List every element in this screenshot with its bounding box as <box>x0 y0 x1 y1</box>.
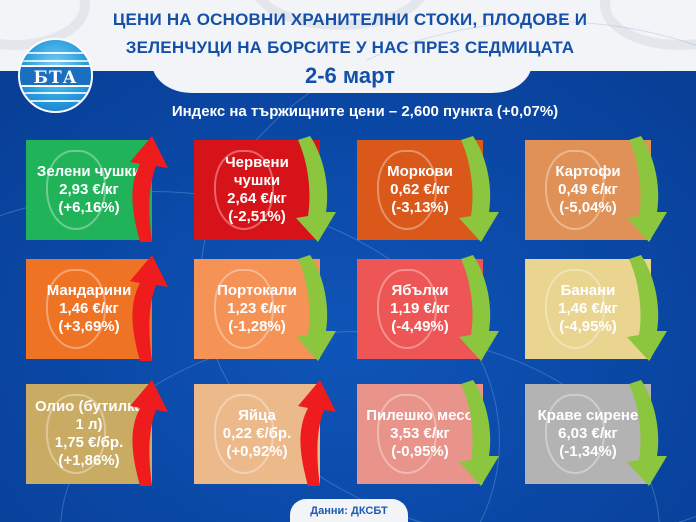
card-text: Червени чушки 2,64 €/кг (-2,51%) <box>194 140 320 240</box>
product-name: Пилешко месо <box>366 407 474 424</box>
price-card: Картофи 0,49 €/кг (-5,04%) <box>525 136 667 242</box>
price-change: (-4,49%) <box>391 318 449 335</box>
potato-icon <box>545 150 605 230</box>
product-name: Олио (бутилка 1 л) <box>34 398 144 433</box>
card-text: Портокали 1,23 €/кг (-1,28%) <box>194 259 320 359</box>
page-title-line1: ЦЕНИ НА ОСНОВНИ ХРАНИТЕЛНИ СТОКИ, ПЛОДОВ… <box>112 10 588 29</box>
price-change: (-2,51%) <box>228 208 286 225</box>
price-card: Моркови 0,62 €/кг (-3,13%) <box>357 136 499 242</box>
price-change: (+1,86%) <box>58 452 120 469</box>
price-change: (+6,16%) <box>58 199 120 216</box>
banana-icon <box>545 269 605 349</box>
product-price: 1,75 €/бр. <box>54 434 124 451</box>
product-name: Зелени чушки <box>36 163 142 180</box>
arrow-down-icon <box>621 376 671 488</box>
apple-icon <box>377 269 437 349</box>
product-name: Портокали <box>217 282 297 299</box>
card-text: Зелени чушки 2,93 €/кг (+6,16%) <box>26 140 152 240</box>
arrow-down-icon <box>453 376 503 488</box>
orange-icon <box>214 269 274 349</box>
price-change: (-0,95%) <box>391 443 449 460</box>
product-price: 1,19 €/кг <box>390 300 450 317</box>
arrow-up-icon <box>290 376 340 488</box>
card-text: Мандарини 1,46 €/кг (+3,69%) <box>26 259 152 359</box>
product-name: Банани <box>560 282 616 299</box>
tangerine-icon <box>46 269 106 349</box>
arrow-down-icon <box>290 132 340 244</box>
price-change: (-5,04%) <box>559 199 617 216</box>
product-name: Мандарини <box>46 282 132 299</box>
price-change: (-3,13%) <box>391 199 449 216</box>
product-name: Червени чушки <box>225 154 289 189</box>
price-change: (-1,34%) <box>559 443 617 460</box>
card-text: Яйца 0,22 €/бр. (+0,92%) <box>194 384 320 484</box>
arrow-up-icon <box>122 251 172 363</box>
logo-text: БТА <box>20 65 91 88</box>
product-price: 0,22 €/бр. <box>222 425 292 442</box>
egg-icon <box>214 394 274 474</box>
price-card: Ябълки 1,19 €/кг (-4,49%) <box>357 255 499 361</box>
arrow-down-icon <box>453 132 503 244</box>
bta-logo: БТА <box>18 38 93 113</box>
bottle-icon <box>46 394 106 474</box>
arrow-up-icon <box>122 132 172 244</box>
product-name: Картофи <box>555 163 621 180</box>
logo-stripe <box>20 60 91 62</box>
date-range: 2-6 март <box>304 63 396 88</box>
price-card: Мандарини 1,46 €/кг (+3,69%) <box>26 255 168 361</box>
product-price: 2,64 €/кг <box>227 190 287 207</box>
page-title-line2: ЗЕЛЕНЧУЦИ НА БОРСИТЕ У НАС ПРЕЗ СЕДМИЦАТ… <box>125 38 575 57</box>
price-card: Яйца 0,22 €/бр. (+0,92%) <box>194 380 336 486</box>
pepper-icon <box>214 150 274 230</box>
product-price: 6,03 €/кг <box>558 425 618 442</box>
chicken-icon <box>377 394 437 474</box>
price-card: Олио (бутилка 1 л) 1,75 €/бр. (+1,86%) <box>26 380 168 486</box>
cheese-icon <box>545 394 605 474</box>
product-name: Моркови <box>387 163 453 180</box>
card-text: Олио (бутилка 1 л) 1,75 €/бр. (+1,86%) <box>26 384 152 484</box>
market-index: Индекс на тържищните цени – 2,600 пункта… <box>171 103 559 120</box>
product-price: 1,46 €/кг <box>558 300 618 317</box>
logo-stripe <box>20 52 91 54</box>
carrot-icon <box>377 150 437 230</box>
pepper-icon <box>46 150 106 230</box>
header-tab <box>152 60 532 93</box>
product-price: 0,49 €/кг <box>558 181 618 198</box>
product-name: Ябълки <box>391 282 449 299</box>
card-text: Ябълки 1,19 €/кг (-4,49%) <box>357 259 483 359</box>
data-source: Данни: ДКСБТ <box>290 499 408 522</box>
logo-stripe <box>20 92 91 94</box>
product-price: 0,62 €/кг <box>390 181 450 198</box>
arrow-up-icon <box>122 376 172 488</box>
logo-stripe <box>20 100 91 102</box>
card-text: Пилешко месо 3,53 €/кг (-0,95%) <box>357 384 483 484</box>
card-text: Картофи 0,49 €/кг (-5,04%) <box>525 140 651 240</box>
card-text: Моркови 0,62 €/кг (-3,13%) <box>357 140 483 240</box>
price-card: Червени чушки 2,64 €/кг (-2,51%) <box>194 136 336 242</box>
price-card: Портокали 1,23 €/кг (-1,28%) <box>194 255 336 361</box>
card-text: Банани 1,46 €/кг (-4,95%) <box>525 259 651 359</box>
price-change: (+0,92%) <box>226 443 288 460</box>
product-price: 2,93 €/кг <box>59 181 119 198</box>
card-text: Краве сирене 6,03 €/кг (-1,34%) <box>525 384 651 484</box>
arrow-down-icon <box>453 251 503 363</box>
arrow-down-icon <box>290 251 340 363</box>
product-name: Краве сирене <box>537 407 639 424</box>
price-change: (-4,95%) <box>559 318 617 335</box>
price-change: (-1,28%) <box>228 318 286 335</box>
product-price: 1,23 €/кг <box>227 300 287 317</box>
price-card: Банани 1,46 €/кг (-4,95%) <box>525 255 667 361</box>
product-price: 3,53 €/кг <box>390 425 450 442</box>
product-price: 1,46 €/кг <box>59 300 119 317</box>
product-name: Яйца <box>238 407 276 424</box>
price-card: Зелени чушки 2,93 €/кг (+6,16%) <box>26 136 168 242</box>
arrow-down-icon <box>621 251 671 363</box>
arrow-down-icon <box>621 132 671 244</box>
price-change: (+3,69%) <box>58 318 120 335</box>
price-card: Пилешко месо 3,53 €/кг (-0,95%) <box>357 380 499 486</box>
price-card: Краве сирене 6,03 €/кг (-1,34%) <box>525 380 667 486</box>
